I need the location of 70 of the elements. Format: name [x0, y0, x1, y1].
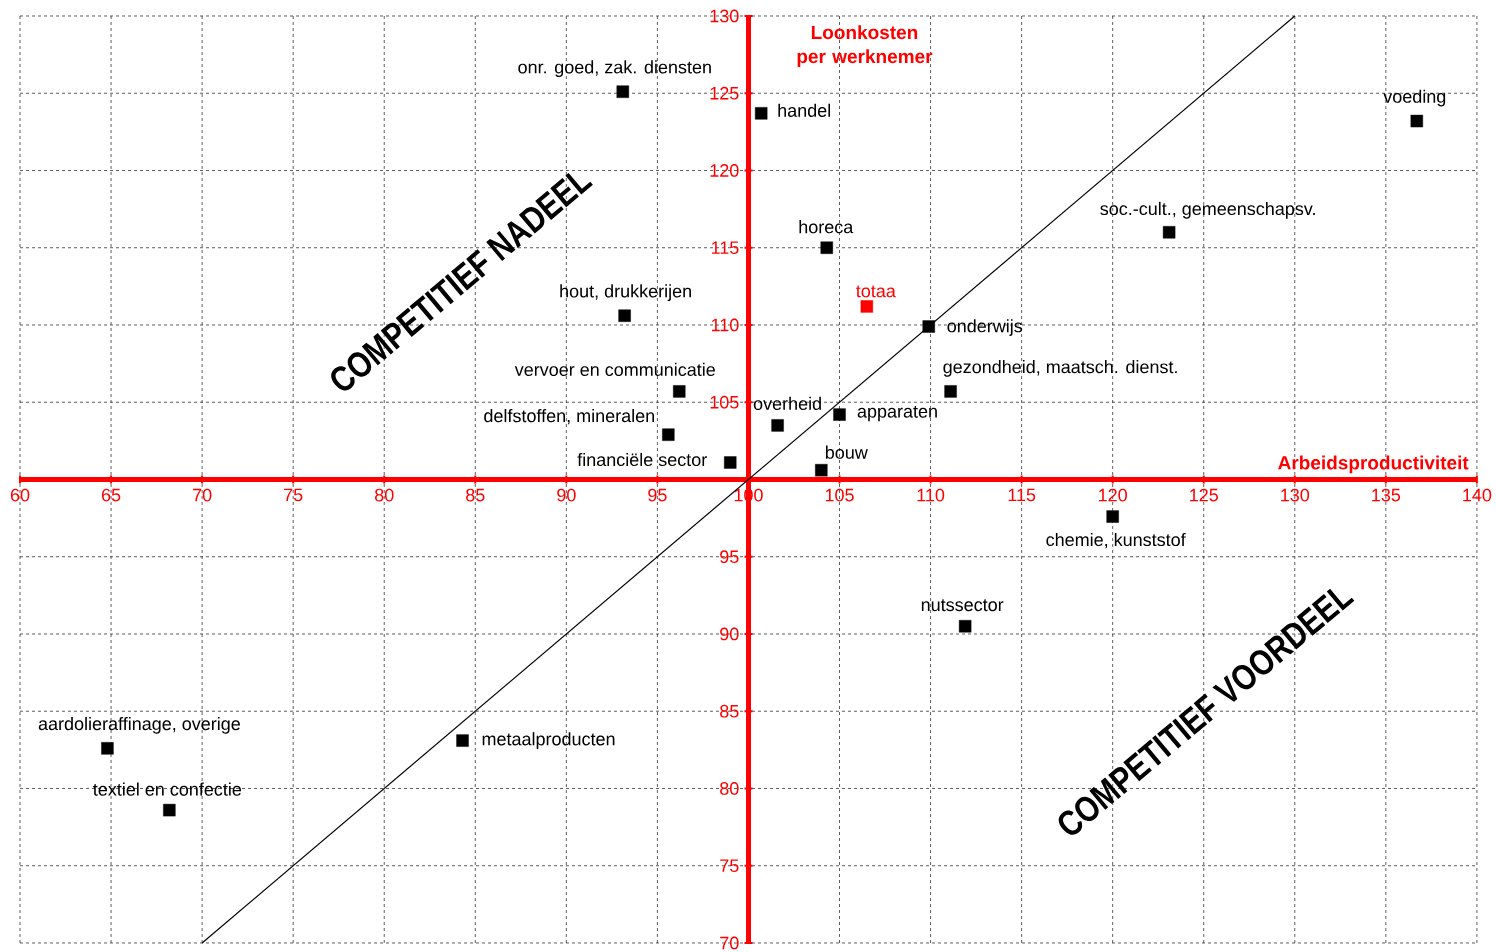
point: [815, 464, 828, 477]
y-tick-label: 120: [710, 164, 739, 177]
series-label: aardolieraffinage, overige: [38, 716, 240, 734]
point: [618, 309, 631, 322]
x-tick-label: 60: [10, 488, 30, 502]
series-label: nutssector: [921, 599, 1004, 612]
x-tick-label: 85: [466, 488, 485, 502]
x-tick-label: 140: [1463, 488, 1492, 502]
point: [673, 385, 686, 398]
x-tick-label: 70: [193, 488, 212, 502]
point: [958, 620, 972, 633]
x-tick-label: 115: [1008, 488, 1036, 502]
series-label: bouw: [825, 445, 868, 459]
point: [1162, 226, 1176, 239]
point: [1106, 510, 1119, 523]
series-label: chemie, kunststof: [1046, 532, 1186, 549]
series-label: overheid: [753, 396, 821, 411]
y-tick-label: 80: [720, 782, 739, 795]
series-label: apparaten: [857, 405, 937, 422]
point: [456, 734, 469, 747]
y-tick-label: 90: [720, 627, 739, 641]
x-tick-label: 110: [917, 488, 945, 502]
series-label: delfstoffen, mineralen: [484, 409, 655, 425]
x-tick-label: 80: [375, 488, 394, 502]
point: [922, 320, 935, 333]
y-tick-label: 95: [720, 550, 739, 564]
series-label: textiel en confectie: [93, 782, 242, 796]
series-label: onderwijs: [947, 319, 1023, 336]
x-tick-label: 125: [1190, 488, 1218, 502]
y-tick-label: 130: [710, 9, 739, 23]
point: [1410, 114, 1423, 128]
series-label: totaa: [856, 285, 896, 298]
x-tick-label: 95: [648, 488, 667, 502]
text: soc.-cult., gemeenschapsv.: [1100, 201, 1315, 219]
x-axis-title: Arbeidsproductiviteit: [1278, 455, 1469, 474]
point: [616, 85, 629, 98]
series-label: hout, drukkerijen: [560, 284, 691, 302]
point: [101, 742, 114, 755]
y-tick-label: 70: [720, 936, 739, 950]
series-label: horeca: [799, 220, 854, 234]
y-tick-label: 75: [720, 859, 739, 873]
series-label: vervoer en communicatie: [514, 362, 715, 377]
point: [860, 300, 874, 313]
x-tick-label: 105: [825, 488, 854, 502]
point: [163, 803, 176, 817]
x-tick-label: 120: [1099, 488, 1127, 502]
series-label: onr. goed, zak. diensten: [518, 60, 711, 78]
x-tick-label: 130: [1281, 488, 1310, 502]
y-tick-label: 105: [710, 395, 739, 409]
point: [755, 107, 768, 120]
x-tick-label: 75: [284, 488, 303, 502]
x-tick-label: 65: [101, 488, 121, 502]
point: [833, 408, 846, 421]
series-label: metaalproducten: [482, 732, 615, 749]
y-tick-label: 85: [720, 704, 739, 718]
y-tick-label: 125: [710, 86, 739, 100]
x-tick-label: 135: [1372, 488, 1401, 502]
point: [771, 419, 784, 432]
y-tick-label: 110: [711, 318, 739, 332]
series-label: gezondheid, maatsch. dienst.: [943, 360, 1177, 377]
series-label: handel: [778, 103, 830, 117]
x-tick-label: 90: [557, 488, 576, 502]
y-tick-label: 115: [711, 241, 739, 255]
point: [724, 456, 737, 469]
point: [820, 241, 833, 254]
point: [944, 385, 957, 398]
point: [662, 428, 675, 441]
y-axis-title: Loonkosten per werknemer: [797, 25, 933, 67]
series-label: financiële sector: [577, 452, 707, 467]
series-label: voeding: [1383, 89, 1446, 107]
